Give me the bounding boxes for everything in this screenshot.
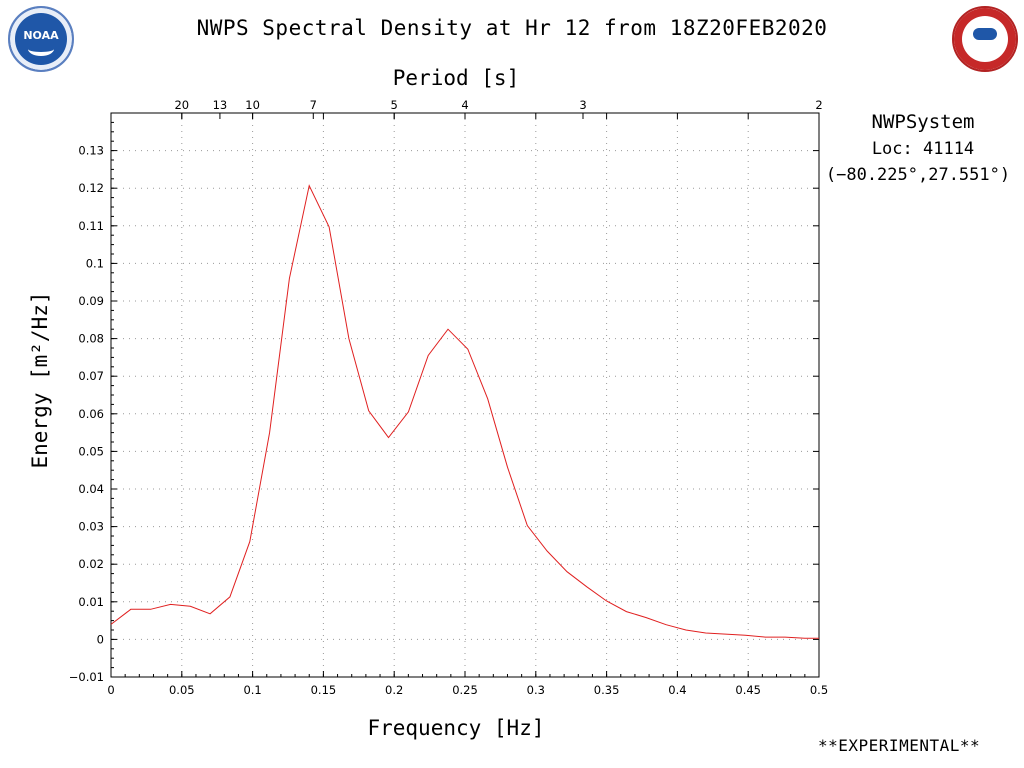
x-tick-label: 0.15	[311, 683, 337, 697]
period-tick-label: 2	[815, 98, 822, 112]
period-tick-label: 3	[579, 98, 586, 112]
y-tick-label: 0.1	[86, 256, 104, 270]
y-tick-label: 0.13	[78, 144, 104, 158]
x-tick-label: 0.05	[169, 683, 195, 697]
y-tick-label: 0.01	[78, 595, 104, 609]
spectrum-line	[110, 184, 819, 639]
y-tick-label: 0.02	[78, 557, 104, 571]
period-tick-label: 20	[174, 98, 189, 112]
x-tick-label: 0.35	[594, 683, 620, 697]
nws-logo	[952, 6, 1018, 72]
period-tick-label: 10	[245, 98, 260, 112]
x-tick-label: 0.45	[735, 683, 761, 697]
noaa-logo-text: NOAA	[23, 29, 59, 42]
top-axis-label: Period [s]	[392, 66, 520, 90]
y-tick-label: −0.01	[69, 670, 104, 684]
noaa-bird-icon	[28, 42, 54, 56]
period-tick-label: 4	[461, 98, 468, 112]
y-tick-label: 0.11	[78, 219, 104, 233]
y-tick-label: 0.04	[78, 482, 104, 496]
y-tick-label: 0.05	[78, 444, 104, 458]
y-tick-label: 0.06	[78, 407, 104, 421]
x-tick-label: 0.5	[810, 683, 828, 697]
x-tick-label: 0.4	[668, 683, 686, 697]
y-tick-label: 0.08	[78, 332, 104, 346]
y-tick-label: 0.03	[78, 520, 104, 534]
nws-cloud-icon	[973, 28, 997, 40]
x-tick-label: 0	[107, 683, 114, 697]
y-tick-label: 0.12	[78, 181, 104, 195]
x-tick-label: 0.1	[243, 683, 261, 697]
location-coordinates: (−80.225°,27.551°)	[825, 165, 1011, 185]
y-tick-label: 0.09	[78, 294, 104, 308]
x-tick-label: 0.2	[385, 683, 403, 697]
system-name: NWPSystem	[871, 111, 975, 133]
experimental-note: **EXPERIMENTAL**	[818, 736, 981, 755]
period-tick-label: 13	[213, 98, 228, 112]
noaa-logo: NOAA	[8, 6, 74, 72]
y-tick-label: 0.07	[78, 369, 104, 383]
period-tick-label: 5	[391, 98, 398, 112]
x-tick-label: 0.3	[527, 683, 545, 697]
y-tick-label: 0	[97, 632, 104, 646]
chart-title: NWPS Spectral Density at Hr 12 from 18Z2…	[196, 16, 828, 40]
location-id: Loc: 41114	[871, 139, 975, 159]
period-tick-label: 7	[310, 98, 317, 112]
x-tick-label: 0.25	[452, 683, 478, 697]
x-axis-label: Frequency [Hz]	[367, 716, 545, 740]
